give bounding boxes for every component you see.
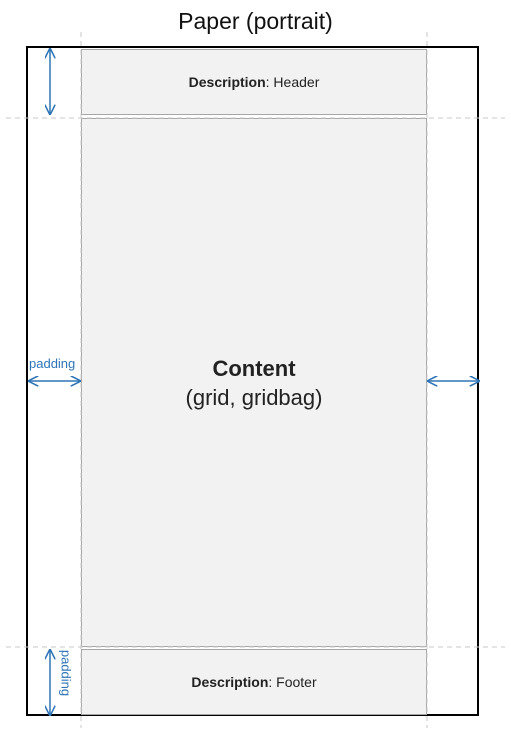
footer-label: Description xyxy=(191,674,269,690)
padding-label-bottom: padding xyxy=(58,649,74,697)
content-box: Content (grid, gridbag) xyxy=(81,118,427,647)
padding-label-left: padding xyxy=(29,356,76,371)
footer-box: Description: Footer xyxy=(81,649,427,715)
content-subtitle: (grid, gridbag) xyxy=(185,384,323,410)
diagram-title: Paper (portrait) xyxy=(178,8,333,34)
header-label: Description xyxy=(188,74,266,90)
content-title: Content xyxy=(212,355,296,381)
header-text: : Header xyxy=(265,74,320,90)
header-box: Description: Header xyxy=(81,49,427,115)
footer-text: : Footer xyxy=(268,674,317,690)
